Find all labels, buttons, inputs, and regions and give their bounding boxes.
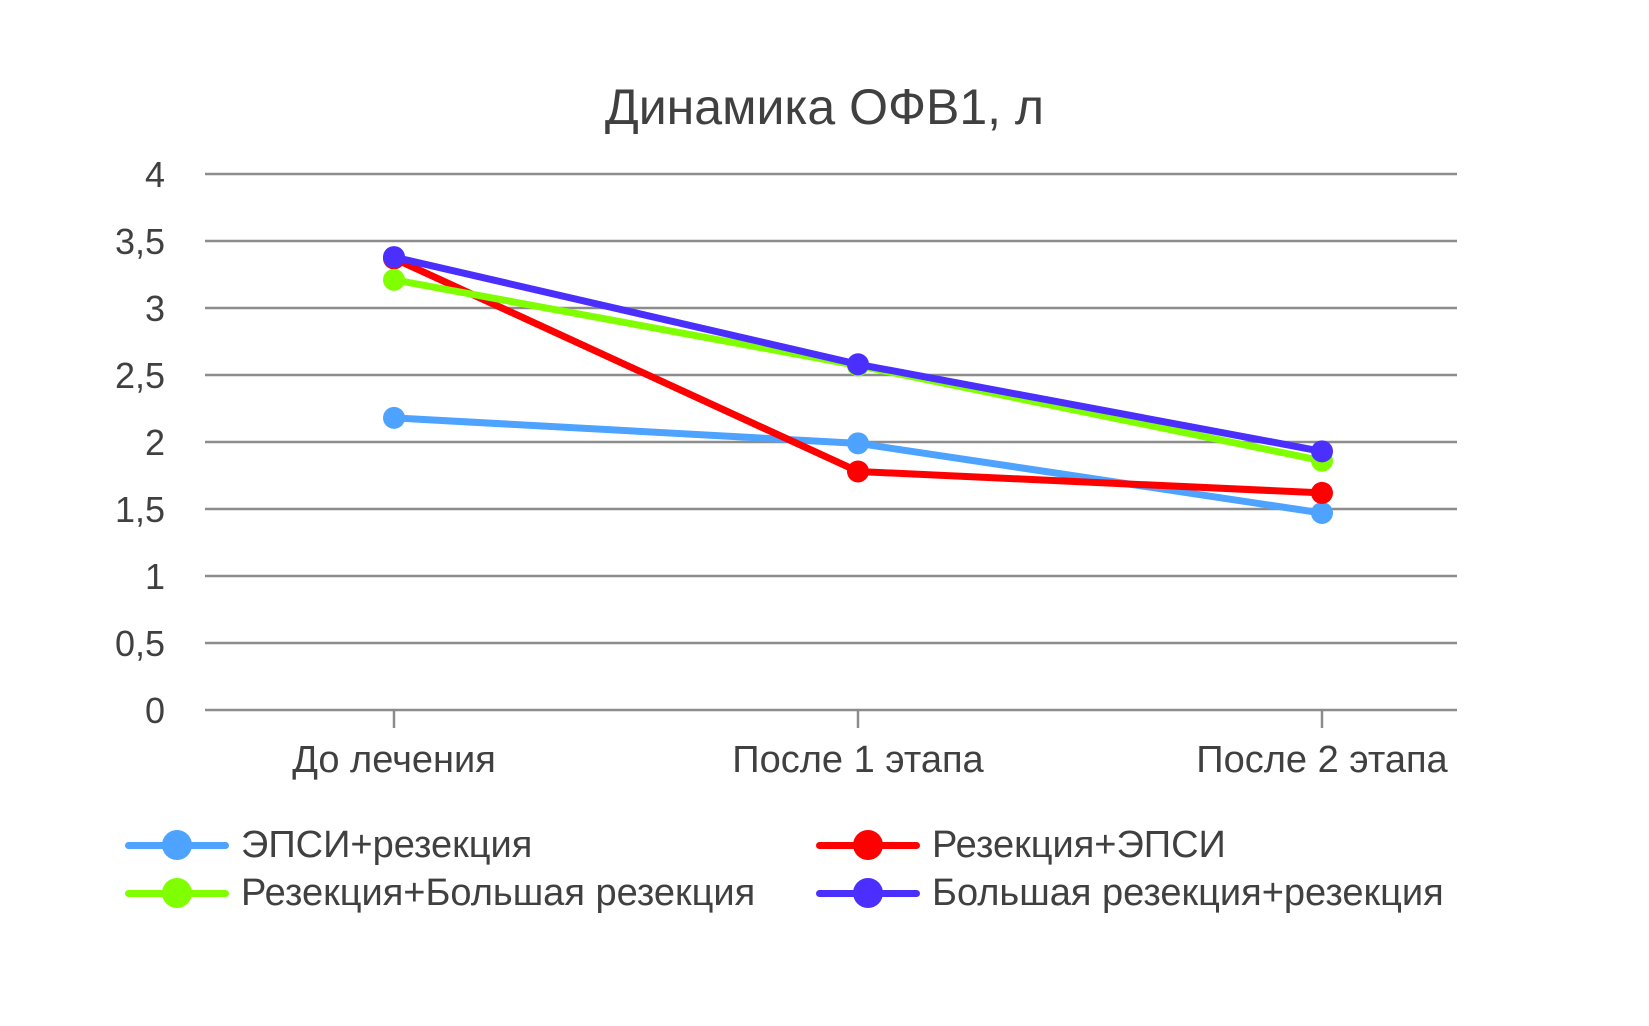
data-point-series-3 [383, 268, 405, 291]
y-tick-label: 4 [145, 154, 165, 195]
data-point-series-2 [1311, 481, 1333, 504]
data-point-series-1 [1311, 502, 1333, 525]
data-point-series-4 [847, 353, 869, 376]
x-tick-label: До лечения [292, 739, 496, 781]
y-tick-label: 0,5 [115, 623, 165, 664]
data-point-series-4 [1311, 440, 1333, 463]
x-tick-label: После 2 этапа [1196, 739, 1448, 781]
y-tick-label: 3 [145, 288, 165, 329]
x-tick-label: После 1 этапа [732, 739, 984, 781]
chart-title: Динамика ОФВ1, л [604, 79, 1045, 135]
y-tick-label: 1 [145, 556, 165, 597]
y-tick-label: 2 [145, 422, 165, 463]
y-tick-label: 2,5 [115, 355, 165, 396]
data-point-series-1 [383, 406, 405, 429]
data-point-series-4 [383, 246, 405, 269]
data-point-series-2 [847, 460, 869, 483]
y-tick-label: 1,5 [115, 489, 165, 530]
y-tick-label: 3,5 [115, 221, 165, 262]
y-tick-label: 0 [145, 690, 165, 731]
data-point-series-1 [847, 432, 869, 455]
